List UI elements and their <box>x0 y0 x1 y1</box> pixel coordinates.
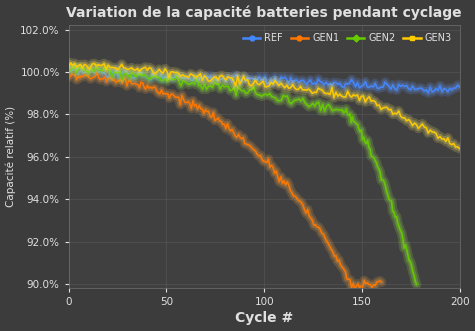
Legend: REF, GEN1, GEN2, GEN3: REF, GEN1, GEN2, GEN3 <box>240 30 455 46</box>
Title: Variation de la capacité batteries pendant cyclage: Variation de la capacité batteries penda… <box>66 6 462 20</box>
Y-axis label: Capacité relatif (%): Capacité relatif (%) <box>6 106 16 208</box>
X-axis label: Cycle #: Cycle # <box>235 311 294 325</box>
